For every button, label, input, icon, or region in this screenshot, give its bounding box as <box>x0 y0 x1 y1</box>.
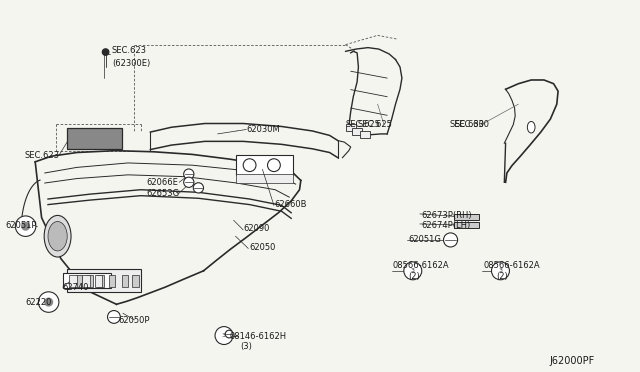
Bar <box>82 275 90 287</box>
Ellipse shape <box>48 221 67 251</box>
Ellipse shape <box>22 222 29 230</box>
Bar <box>86 275 93 287</box>
Text: 62090: 62090 <box>243 224 269 233</box>
Bar <box>63 273 111 288</box>
Text: 62050: 62050 <box>250 243 276 252</box>
Bar <box>67 128 122 149</box>
Text: 08146-6162H: 08146-6162H <box>229 332 286 341</box>
Ellipse shape <box>225 330 233 338</box>
Ellipse shape <box>193 183 204 193</box>
Bar <box>97 275 104 287</box>
Text: 62051G: 62051G <box>408 235 441 244</box>
Text: SEC.630: SEC.630 <box>450 120 485 129</box>
Ellipse shape <box>102 49 109 55</box>
Text: SEC.630: SEC.630 <box>454 120 490 129</box>
Ellipse shape <box>184 169 194 179</box>
Ellipse shape <box>184 177 194 187</box>
Bar <box>454 214 479 220</box>
Ellipse shape <box>527 122 535 133</box>
Text: 08566-6162A: 08566-6162A <box>393 262 449 270</box>
Text: 62220: 62220 <box>26 298 52 307</box>
Ellipse shape <box>404 262 422 280</box>
Bar <box>122 275 128 287</box>
Bar <box>132 275 139 287</box>
Bar <box>69 275 77 287</box>
Ellipse shape <box>243 159 256 171</box>
Bar <box>109 275 115 287</box>
Bar <box>454 222 479 228</box>
Bar <box>236 174 293 183</box>
Bar <box>76 275 82 287</box>
Text: 62674P(LH): 62674P(LH) <box>421 221 470 230</box>
Text: (3): (3) <box>240 342 252 351</box>
Bar <box>95 275 102 287</box>
Text: 62030M: 62030M <box>246 125 280 134</box>
Bar <box>352 128 362 135</box>
Text: 62066E: 62066E <box>146 178 178 187</box>
Ellipse shape <box>45 298 52 306</box>
Text: 3: 3 <box>411 268 415 273</box>
Text: 62740: 62740 <box>63 283 89 292</box>
Text: 62051P: 62051P <box>5 221 36 230</box>
Text: 3: 3 <box>499 268 502 273</box>
Ellipse shape <box>215 327 233 344</box>
Text: 62660B: 62660B <box>274 200 307 209</box>
Text: (62300E): (62300E) <box>112 59 150 68</box>
Text: SEC.623: SEC.623 <box>112 46 147 55</box>
Bar <box>67 269 141 292</box>
Text: SEC.625: SEC.625 <box>346 120 380 129</box>
Text: 62673P(RH): 62673P(RH) <box>421 211 472 219</box>
Ellipse shape <box>492 262 509 280</box>
Text: 08566-6162A: 08566-6162A <box>483 262 540 270</box>
Ellipse shape <box>108 311 120 323</box>
Text: 62653G: 62653G <box>146 189 179 198</box>
Ellipse shape <box>44 215 71 257</box>
Text: (2): (2) <box>408 272 420 280</box>
Bar <box>360 131 370 138</box>
Text: 62050P: 62050P <box>118 316 150 325</box>
Text: J62000PF: J62000PF <box>549 356 595 366</box>
Bar <box>236 155 293 175</box>
Text: SEC.623: SEC.623 <box>24 151 60 160</box>
Text: (2): (2) <box>496 272 508 280</box>
Text: 3: 3 <box>222 333 226 338</box>
Text: SEC.625: SEC.625 <box>357 120 392 129</box>
Bar <box>346 124 356 131</box>
Ellipse shape <box>15 216 36 237</box>
Ellipse shape <box>444 233 458 247</box>
Ellipse shape <box>268 159 280 171</box>
Ellipse shape <box>38 292 59 312</box>
